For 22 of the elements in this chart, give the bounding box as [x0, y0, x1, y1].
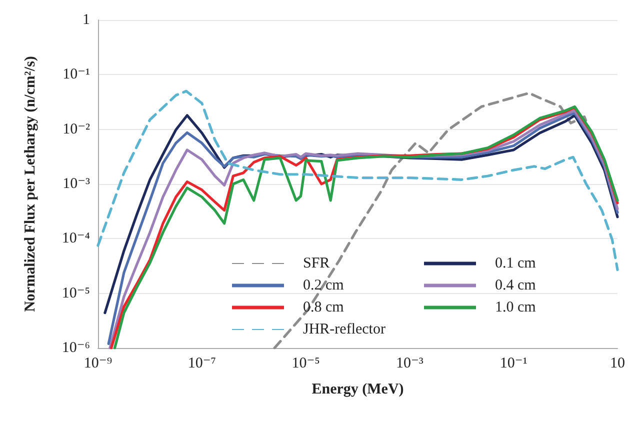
y-tick-label: 10⁻² [62, 121, 90, 138]
x-tick-label: 10⁻³ [396, 356, 424, 372]
legend-label: SFR [303, 256, 330, 272]
y-axis-title: Normalized Flux per Lethargy (n/cm²/s) [22, 56, 38, 312]
x-tick-label: 10⁻⁹ [84, 356, 112, 372]
legend-label: 0.1 cm [495, 256, 536, 272]
x-tick-label: 10⁻¹ [500, 356, 528, 372]
x-axis-title: Energy (MeV) [312, 382, 404, 398]
y-tick-label: 10⁻⁴ [62, 230, 90, 247]
y-tick-label: 1 [82, 12, 90, 28]
legend-label: JHR-reflector [303, 322, 386, 338]
legend-label: 0.2 cm [303, 278, 344, 294]
legend-label: 0.4 cm [495, 278, 536, 294]
x-tick-label: 10⁻⁵ [292, 356, 320, 372]
x-tick-label: 10 [610, 356, 625, 372]
legend-label: 0.8 cm [303, 300, 344, 316]
y-tick-label: 10⁻⁶ [62, 340, 90, 356]
x-tick-label: 10⁻⁷ [188, 356, 216, 372]
y-tick-label: 10⁻³ [62, 176, 90, 192]
y-tick-label: 10⁻⁵ [62, 285, 90, 302]
legend-label: 1.0 cm [495, 300, 536, 316]
y-tick-label: 10⁻¹ [62, 66, 90, 83]
